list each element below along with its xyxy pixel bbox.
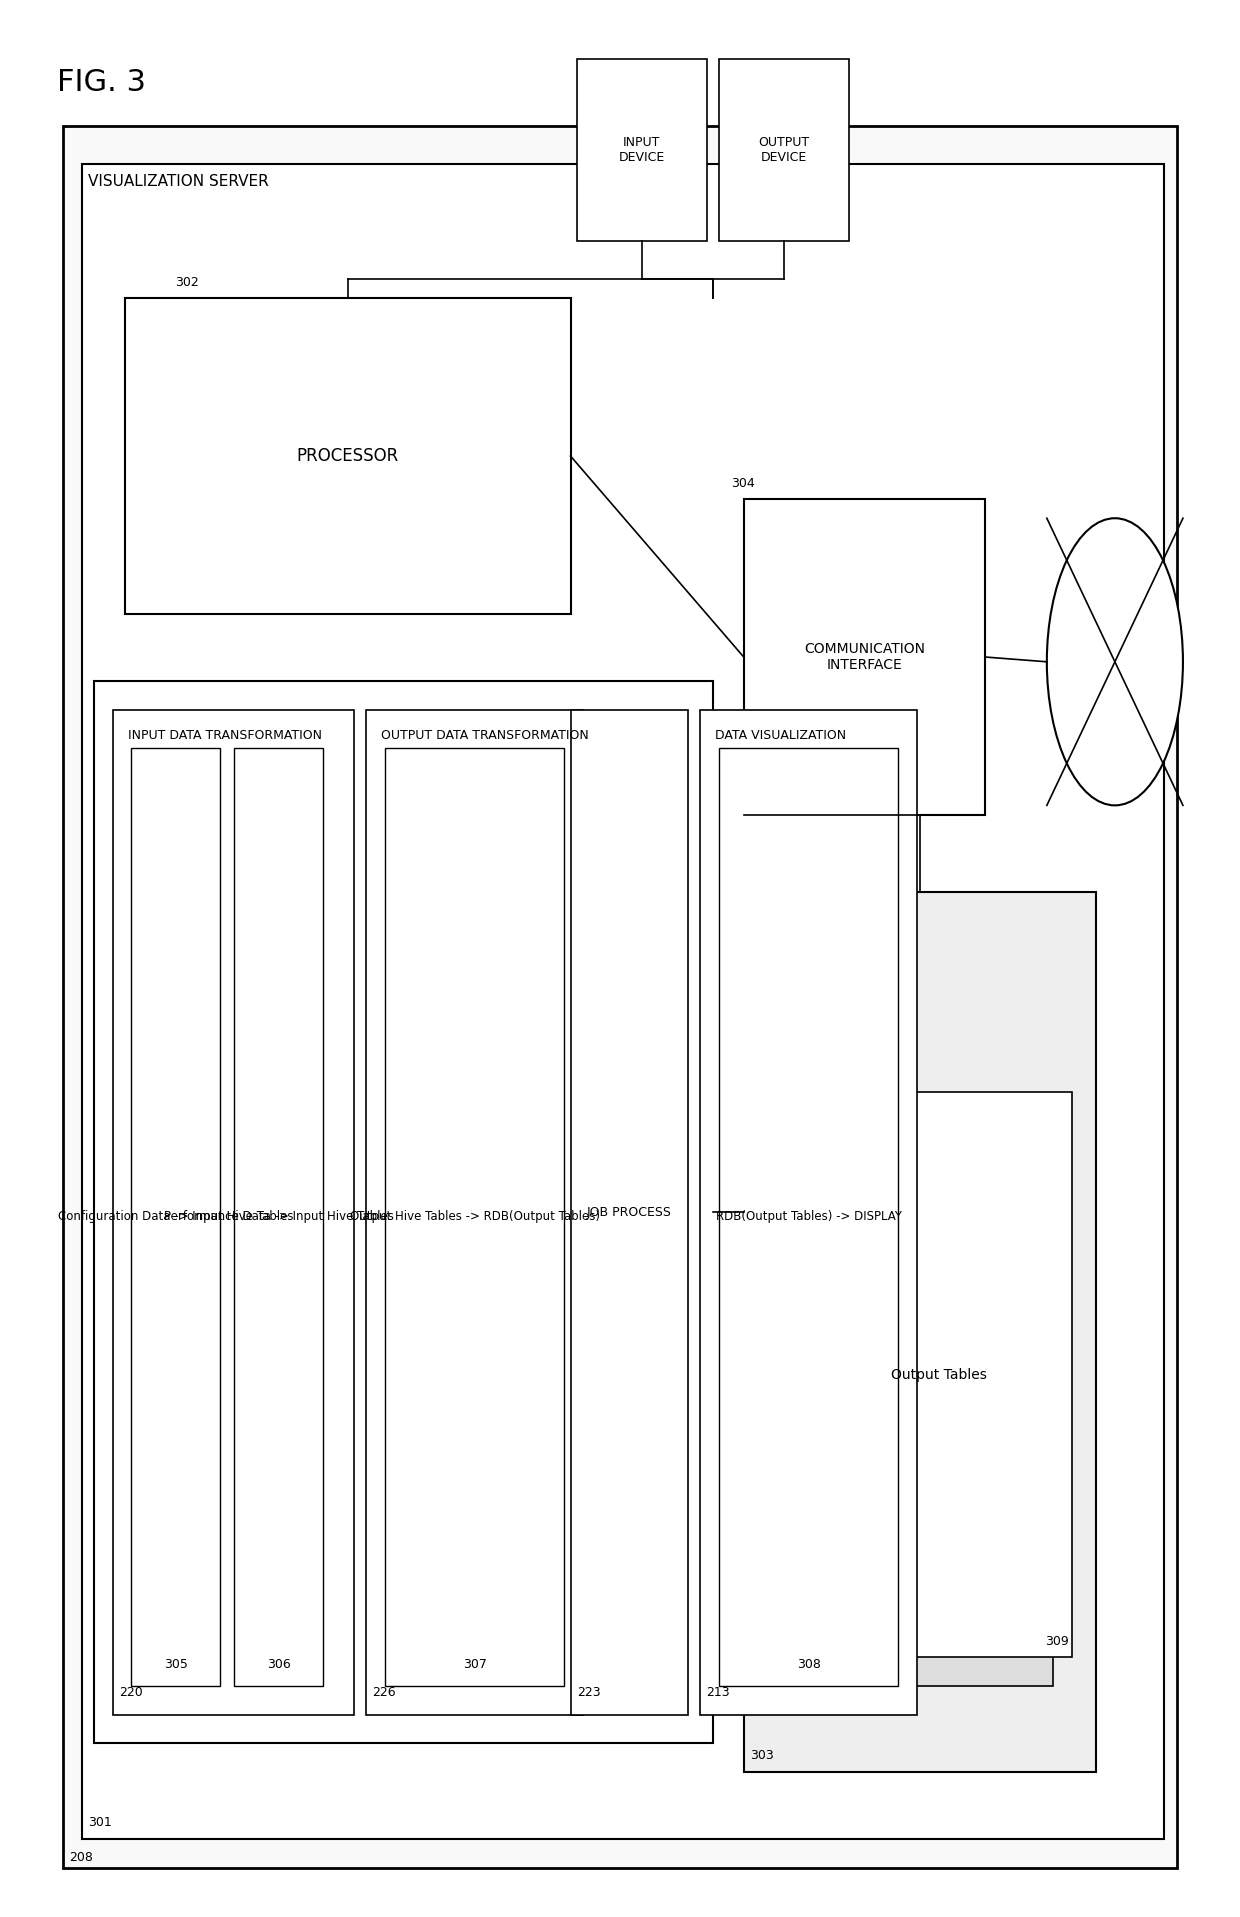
Text: OUTPUT
DEVICE: OUTPUT DEVICE — [759, 136, 810, 163]
Text: 223: 223 — [577, 1687, 600, 1698]
Bar — [94, 681, 713, 1743]
Text: 220: 220 — [119, 1687, 143, 1698]
Text: 304: 304 — [732, 477, 755, 489]
Text: 303: 303 — [750, 1750, 774, 1762]
Text: Performance Data -> Input Hive Tables: Performance Data -> Input Hive Tables — [164, 1210, 393, 1223]
Text: INPUT
DEVICE: INPUT DEVICE — [619, 136, 665, 163]
Text: 226: 226 — [372, 1687, 397, 1698]
Bar — [577, 59, 707, 242]
Bar — [366, 709, 583, 1714]
Bar — [787, 1112, 1053, 1685]
Bar — [719, 748, 898, 1685]
Bar — [744, 498, 985, 815]
Text: INPUT DATA TRANSFORMATION: INPUT DATA TRANSFORMATION — [128, 728, 321, 742]
Text: 213: 213 — [707, 1687, 730, 1698]
Text: FIG. 3: FIG. 3 — [57, 69, 146, 98]
Text: 305: 305 — [164, 1658, 187, 1670]
Text: PROCESSOR: PROCESSOR — [296, 447, 399, 466]
Text: 208: 208 — [69, 1852, 93, 1863]
Text: Configuration Data -> Input Hive Tables: Configuration Data -> Input Hive Tables — [58, 1210, 294, 1223]
Bar — [131, 748, 221, 1685]
Text: RDB(Output Tables) -> DISPLAY: RDB(Output Tables) -> DISPLAY — [715, 1210, 901, 1223]
Text: OUTPUT DATA TRANSFORMATION: OUTPUT DATA TRANSFORMATION — [381, 728, 589, 742]
Text: 306: 306 — [267, 1658, 290, 1670]
Text: 309: 309 — [1045, 1635, 1069, 1647]
Text: VISUALIZATION SERVER: VISUALIZATION SERVER — [88, 174, 269, 188]
Bar — [719, 59, 849, 242]
Bar — [570, 709, 688, 1714]
Text: 302: 302 — [175, 276, 198, 289]
Bar — [701, 709, 916, 1714]
Text: DATA VISUALIZATION: DATA VISUALIZATION — [715, 728, 847, 742]
Bar — [113, 709, 353, 1714]
Bar — [234, 748, 324, 1685]
Text: 307: 307 — [463, 1658, 486, 1670]
Text: JOB PROCESS: JOB PROCESS — [587, 1206, 672, 1219]
Bar — [806, 1093, 1071, 1656]
Ellipse shape — [1047, 518, 1183, 805]
Text: COMMUNICATION
INTERFACE: COMMUNICATION INTERFACE — [804, 642, 925, 673]
Text: 301: 301 — [88, 1817, 112, 1829]
Bar — [125, 297, 570, 613]
Text: Output Hive Tables -> RDB(Output Tables): Output Hive Tables -> RDB(Output Tables) — [350, 1210, 600, 1223]
Bar — [744, 891, 1096, 1771]
Bar — [384, 748, 564, 1685]
Text: 308: 308 — [797, 1658, 821, 1670]
Bar — [82, 165, 1164, 1838]
Text: Output Tables: Output Tables — [890, 1369, 987, 1382]
